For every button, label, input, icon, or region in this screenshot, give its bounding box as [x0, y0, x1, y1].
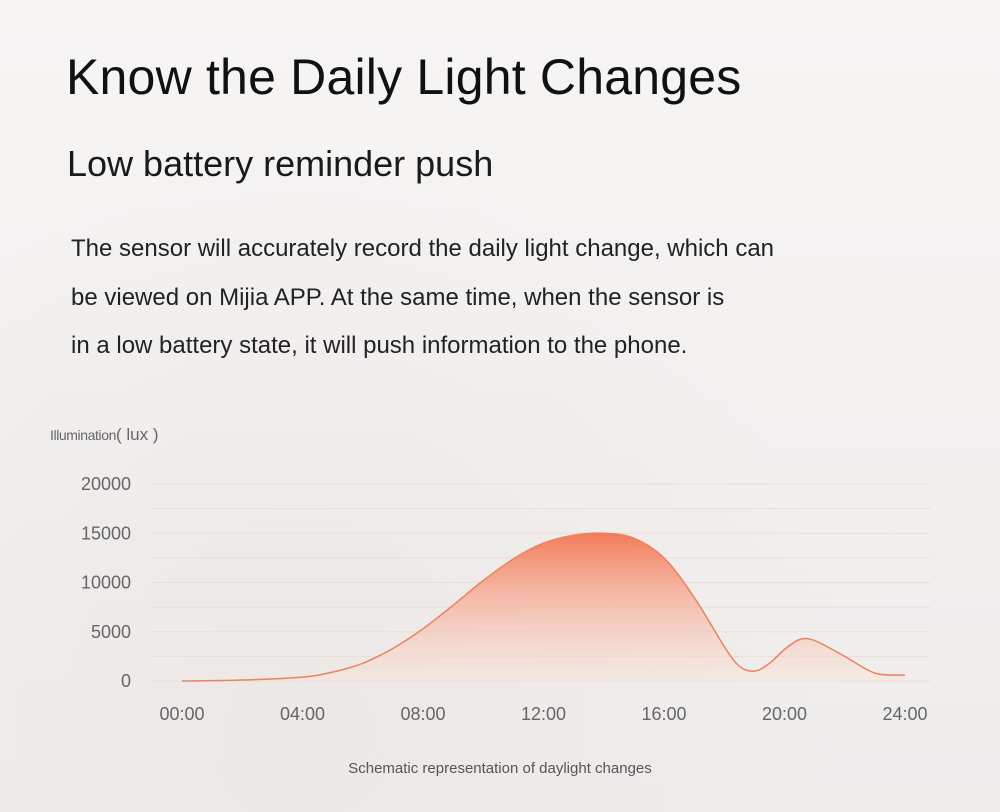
page-subtitle: Low battery reminder push	[67, 143, 494, 184]
y-tick-label: 0	[121, 671, 131, 691]
x-tick-label: 08:00	[400, 704, 445, 724]
x-tick-label: 04:00	[280, 704, 325, 724]
description-line: be viewed on Mijia APP. At the same time…	[71, 283, 725, 311]
chart-caption: Schematic representation of daylight cha…	[348, 760, 652, 777]
illumination-area-fill	[182, 533, 905, 681]
x-tick-label: 12:00	[521, 704, 566, 724]
x-tick-label: 00:00	[159, 704, 204, 724]
y-tick-label: 10000	[81, 573, 131, 593]
illumination-series-line	[181, 532, 906, 682]
description-line: The sensor will accurately record the da…	[71, 235, 775, 262]
y-tick-label: 5000	[91, 622, 131, 642]
y-tick-label: 20000	[81, 474, 131, 494]
y-tick-label: 15000	[81, 523, 131, 543]
y-axis-label: Illumination( lux )	[50, 425, 159, 444]
page-title: Know the Daily Light Changes	[66, 49, 742, 105]
x-tick-label: 16:00	[641, 704, 686, 724]
illumination-area-chart: Illumination( lux )200001500010000500000…	[50, 425, 930, 724]
description-line: in a low battery state, it will push inf…	[71, 332, 688, 359]
description-paragraph: The sensor will accurately record the da…	[71, 225, 951, 371]
x-tick-label: 20:00	[762, 704, 807, 724]
x-tick-label: 24:00	[882, 704, 927, 724]
